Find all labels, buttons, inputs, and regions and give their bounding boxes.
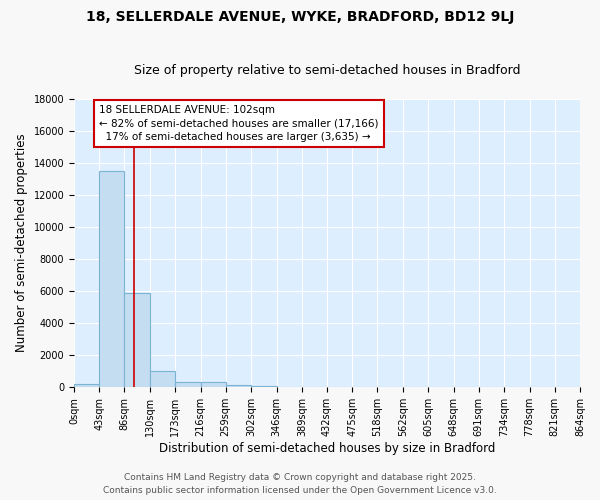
Bar: [150, 372, 175, 388]
Text: Contains HM Land Registry data © Crown copyright and database right 2025.
Contai: Contains HM Land Registry data © Crown c…: [103, 474, 497, 495]
Bar: [74, 384, 99, 388]
Bar: [200, 382, 226, 388]
Bar: [99, 171, 124, 388]
Bar: [251, 386, 277, 388]
Title: Size of property relative to semi-detached houses in Bradford: Size of property relative to semi-detach…: [134, 64, 520, 77]
Y-axis label: Number of semi-detached properties: Number of semi-detached properties: [15, 134, 28, 352]
Bar: [226, 385, 251, 388]
Bar: [124, 293, 150, 388]
Text: 18, SELLERDALE AVENUE, WYKE, BRADFORD, BD12 9LJ: 18, SELLERDALE AVENUE, WYKE, BRADFORD, B…: [86, 10, 514, 24]
X-axis label: Distribution of semi-detached houses by size in Bradford: Distribution of semi-detached houses by …: [159, 442, 495, 455]
Text: 18 SELLERDALE AVENUE: 102sqm
← 82% of semi-detached houses are smaller (17,166)
: 18 SELLERDALE AVENUE: 102sqm ← 82% of se…: [99, 106, 379, 142]
Bar: [175, 382, 200, 388]
